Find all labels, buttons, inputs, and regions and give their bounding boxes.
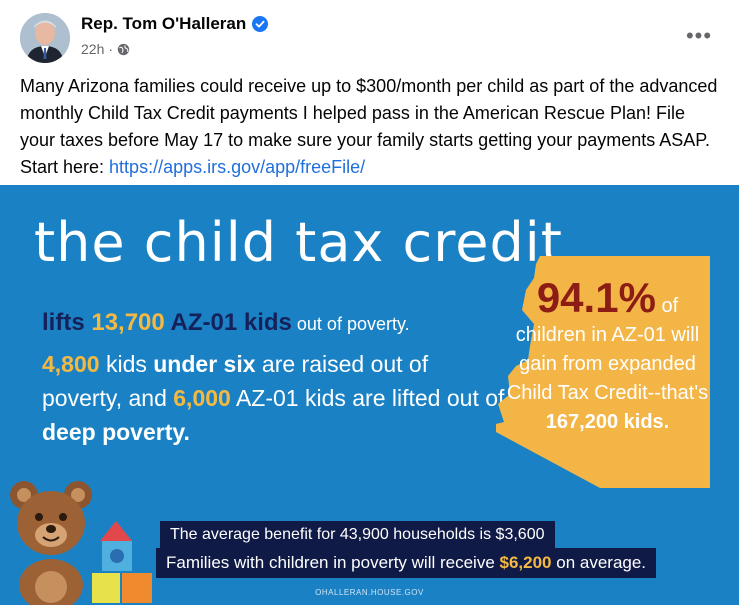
website-footer: OHALLERAN.HOUSE.GOV <box>315 588 424 597</box>
teddy-bear-image <box>10 481 92 605</box>
post-text: Many Arizona families could receive up t… <box>20 73 720 181</box>
under-six-number: 4,800 <box>42 351 100 377</box>
deep-poverty-number: 6,000 <box>173 385 231 411</box>
poverty-benefit-text-a: Families with children in poverty will r… <box>166 553 500 572</box>
infographic-image[interactable]: the child tax credit lifts 13,700 AZ-01 … <box>0 185 739 605</box>
pct-line: 94.1% of <box>500 277 715 321</box>
under-six-paragraph: 4,800 kids under six are raised out of p… <box>42 347 512 449</box>
percent-of-text: of <box>661 295 679 317</box>
poverty-stat-line: lifts 13,700 AZ-01 kids out of poverty. <box>42 309 410 337</box>
lifts-text: lifts <box>42 309 92 336</box>
toy-blocks-image <box>92 521 152 603</box>
arizona-stat-text: 94.1% of children in AZ-01 will gain fro… <box>500 277 715 437</box>
avatar-image <box>20 13 70 63</box>
deep-poverty-text: deep poverty. <box>42 419 190 445</box>
author-name-text[interactable]: Rep. Tom O'Halleran <box>81 14 247 33</box>
meta-separator: · <box>108 41 114 57</box>
para-text-3: AZ-01 kids are lifted out of <box>230 385 505 411</box>
avatar[interactable] <box>20 13 70 63</box>
globe-icon <box>117 43 130 55</box>
post-text-body: Many Arizona families could receive up t… <box>20 76 718 177</box>
arizona-map-shape <box>496 256 710 488</box>
percent-value: 94.1% <box>536 274 656 321</box>
para-text-2: are raised out of poverty, and <box>42 351 429 411</box>
average-benefit-box: The average benefit for 43,900 household… <box>160 521 555 549</box>
children-az01-text: children in AZ-01 will gain from expande… <box>506 324 709 404</box>
poverty-benefit-box: Families with children in poverty will r… <box>156 548 657 578</box>
kids-total-text: 167,200 kids. <box>545 411 670 433</box>
irs-link[interactable]: https://apps.irs.gov/app/freeFile/ <box>109 157 366 177</box>
author-name[interactable]: Rep. Tom O'Halleran <box>81 14 269 34</box>
infographic-title: the child tax credit <box>34 211 563 274</box>
out-of-poverty-text: out of poverty. <box>291 314 410 334</box>
more-options-icon[interactable]: ••• <box>685 23 713 48</box>
az01-kids-text: AZ-01 kids <box>164 309 292 336</box>
under-six-text: under six <box>153 351 256 377</box>
poverty-benefit-text-b: on average. <box>551 553 647 572</box>
poverty-benefit-amount: $6,200 <box>499 553 552 572</box>
post-time[interactable]: 22h <box>81 41 105 57</box>
para-text-1: kids <box>99 351 154 377</box>
post-meta: 22h · <box>81 41 130 57</box>
verified-badge-icon <box>252 16 269 32</box>
kids-lifted-number: 13,700 <box>91 309 165 336</box>
